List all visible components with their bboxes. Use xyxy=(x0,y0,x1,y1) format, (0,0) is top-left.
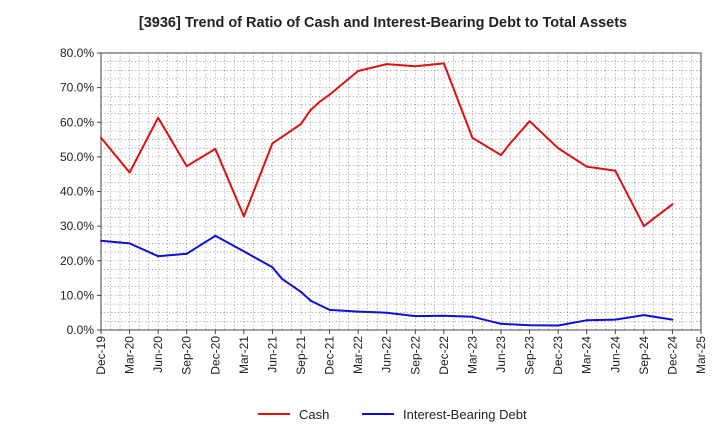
data-point-cash xyxy=(300,123,302,125)
data-point-interest-bearing-debt xyxy=(500,322,502,325)
data-point-interest-bearing-debt xyxy=(528,324,531,327)
data-point-interest-bearing-debt xyxy=(300,290,302,293)
data-point-interest-bearing-debt xyxy=(385,311,388,314)
data-point-interest-bearing-debt xyxy=(585,319,588,322)
data-point-cash xyxy=(271,142,274,145)
data-point-cash xyxy=(185,165,188,168)
x-tick-label: Dec-20 xyxy=(208,336,222,375)
legend-label-interest-bearing-debt: Interest-Bearing Debt xyxy=(403,407,527,422)
data-point-cash xyxy=(471,136,474,139)
series-line-cash xyxy=(100,62,674,228)
data-point-interest-bearing-debt xyxy=(271,266,274,269)
series-layer xyxy=(100,62,674,327)
data-point-interest-bearing-debt xyxy=(671,318,674,321)
data-point-cash xyxy=(614,169,617,172)
data-point-interest-bearing-debt xyxy=(242,250,245,253)
data-point-interest-bearing-debt xyxy=(185,252,188,255)
y-tick-label: 70.0% xyxy=(60,81,94,95)
data-point-interest-bearing-debt xyxy=(357,310,360,313)
data-point-cash xyxy=(442,62,445,65)
x-tick-label: Dec-24 xyxy=(665,336,679,375)
data-point-interest-bearing-debt xyxy=(100,239,102,242)
data-point-cash xyxy=(528,120,531,123)
chart-title: [3936] Trend of Ratio of Cash and Intere… xyxy=(139,15,627,31)
x-tick-label: Mar-24 xyxy=(580,336,594,374)
data-point-interest-bearing-debt xyxy=(157,255,160,258)
data-point-interest-bearing-debt xyxy=(642,314,645,317)
data-point-cash xyxy=(157,116,160,119)
y-tick-label: 40.0% xyxy=(60,185,94,199)
x-tick-label: Jun-23 xyxy=(494,336,508,373)
x-tick-label: Jun-24 xyxy=(608,336,622,373)
data-point-interest-bearing-debt xyxy=(414,315,417,318)
data-point-cash xyxy=(585,165,588,168)
y-tick-label: 20.0% xyxy=(60,254,94,268)
data-point-cash xyxy=(385,63,388,66)
x-tick-label: Jun-21 xyxy=(265,336,279,373)
data-point-cash xyxy=(242,215,245,218)
x-tick-label: Dec-19 xyxy=(94,336,108,375)
x-tick-label: Mar-22 xyxy=(351,336,365,374)
data-point-cash xyxy=(214,147,217,150)
x-tick-label: Mar-23 xyxy=(465,336,479,374)
y-axis: 0.0% 10.0% 20.0% 30.0% 40.0% 50.0% 60.0% 70.0% 8… xyxy=(60,46,101,337)
data-point-cash xyxy=(671,203,674,206)
data-point-interest-bearing-debt xyxy=(328,308,331,311)
data-point-cash xyxy=(500,154,502,157)
y-tick-label: 50.0% xyxy=(60,150,94,164)
data-point-cash xyxy=(319,100,321,103)
data-point-interest-bearing-debt xyxy=(214,234,217,237)
x-tick-label: Jun-20 xyxy=(151,336,165,373)
data-point-interest-bearing-debt xyxy=(309,299,312,302)
x-tick-label: Sep-20 xyxy=(180,336,194,375)
data-point-interest-bearing-debt xyxy=(614,318,617,321)
data-point-cash xyxy=(414,65,417,68)
x-tick-label: Jun-22 xyxy=(380,336,394,373)
data-point-interest-bearing-debt xyxy=(128,242,131,245)
data-point-cash xyxy=(100,136,102,139)
x-tick-label: Mar-21 xyxy=(237,336,251,374)
data-point-interest-bearing-debt xyxy=(471,315,474,318)
x-tick-label: Sep-21 xyxy=(294,336,308,375)
y-tick-label: 80.0% xyxy=(60,46,94,60)
y-tick-label: 60.0% xyxy=(60,115,94,129)
data-point-cash xyxy=(557,147,560,150)
data-point-cash xyxy=(309,109,312,112)
y-tick-label: 0.0% xyxy=(67,323,95,337)
x-tick-label: Dec-21 xyxy=(323,336,337,375)
data-point-cash xyxy=(128,171,131,174)
legend-label-cash: Cash xyxy=(299,407,329,422)
data-point-cash xyxy=(328,93,331,96)
x-tick-label: Sep-22 xyxy=(408,336,422,375)
data-point-interest-bearing-debt xyxy=(442,314,445,317)
x-tick-label: Sep-23 xyxy=(523,336,537,375)
x-tick-label: Dec-23 xyxy=(551,336,565,375)
data-point-cash xyxy=(357,70,360,72)
data-point-cash xyxy=(509,142,512,144)
data-point-interest-bearing-debt xyxy=(281,277,283,280)
y-tick-label: 30.0% xyxy=(60,219,94,233)
data-point-interest-bearing-debt xyxy=(557,324,560,327)
x-tick-label: Mar-20 xyxy=(123,336,137,374)
x-tick-label: Sep-24 xyxy=(637,336,651,375)
grid-layer xyxy=(101,53,701,330)
legend: Cash Interest-Bearing Debt xyxy=(258,407,527,422)
y-tick-label: 10.0% xyxy=(60,288,94,302)
x-tick-label: Mar-25 xyxy=(694,336,708,374)
x-axis: Dec-19 Mar-20 Jun-20 Sep-20 Dec-20 Mar-21 Jun-… xyxy=(94,330,708,375)
x-tick-label: Dec-22 xyxy=(437,336,451,375)
data-point-cash xyxy=(642,225,645,228)
